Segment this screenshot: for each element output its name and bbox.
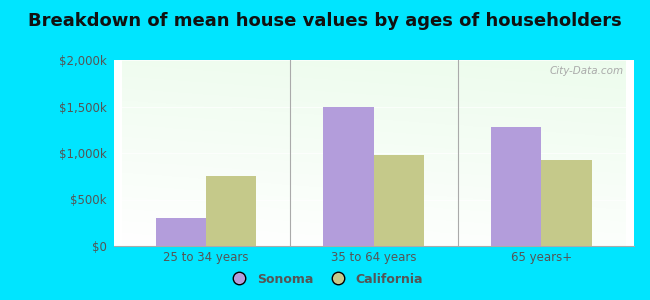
Bar (374, 155, 424, 246)
Bar (491, 128, 541, 246)
Legend: Sonoma, California: Sonoma, California (222, 268, 428, 291)
Bar (541, 160, 592, 246)
Bar (156, 218, 206, 246)
Text: Breakdown of mean house values by ages of householders: Breakdown of mean house values by ages o… (28, 12, 622, 30)
Bar (206, 176, 256, 246)
Text: City-Data.com: City-Data.com (549, 66, 623, 76)
Bar (324, 106, 374, 246)
